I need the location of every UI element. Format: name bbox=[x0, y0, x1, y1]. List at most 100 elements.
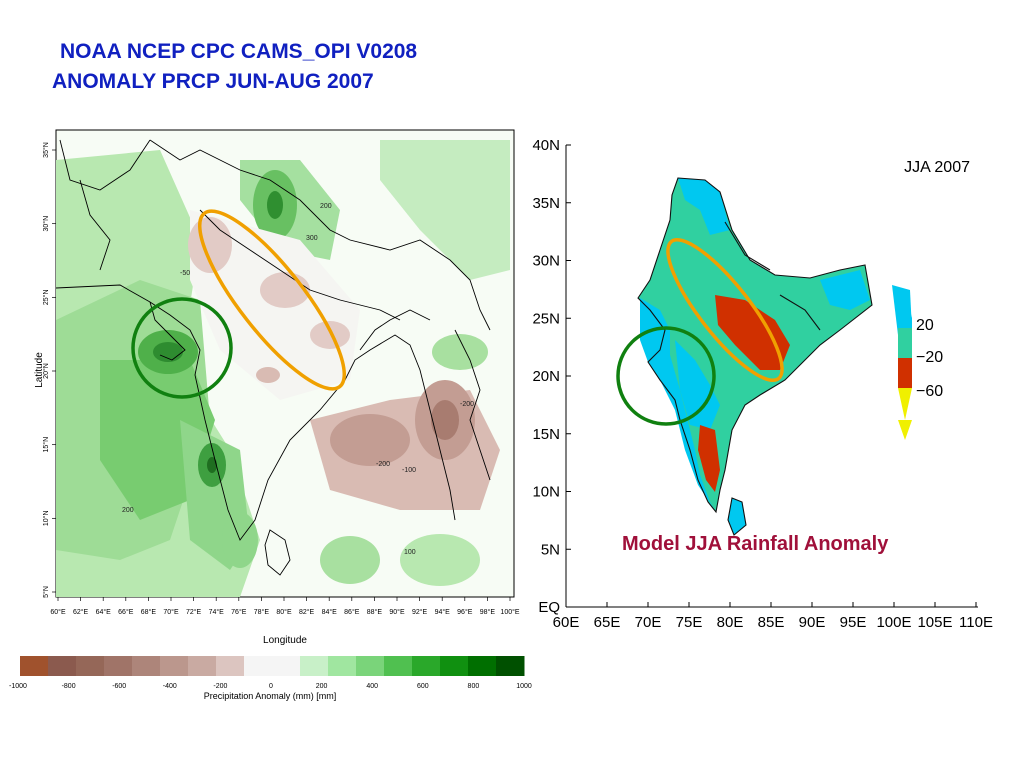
model-x-axis: 60E 65E 70E 75E 80E 85E 90E 95E 100E 105E 110E bbox=[553, 602, 993, 630]
x-tick-label: 72°E bbox=[186, 608, 202, 616]
colorbar-swatch bbox=[132, 656, 161, 676]
x-tick-label: 66°E bbox=[118, 608, 134, 616]
map-title-line-2: ANOMALY PRCP JUN-AUG 2007 bbox=[52, 70, 374, 93]
colorbar-tick-label: -1000 bbox=[9, 683, 27, 690]
x-tick-label: 70°E bbox=[163, 608, 179, 616]
x-tick-label: 78°E bbox=[254, 608, 270, 616]
legend-label-minus-60: −60 bbox=[916, 383, 943, 400]
colorbar-swatch bbox=[48, 656, 77, 676]
x-tick-label: 62°E bbox=[73, 608, 89, 616]
legend-top-tip bbox=[898, 290, 912, 318]
colorbar-tick-label: 600 bbox=[417, 683, 429, 690]
observed-anomaly-map: -50 200 300 200 -200 -100 -200 100 60°E 6… bbox=[34, 129, 520, 646]
y-tick-label: 5°N bbox=[42, 586, 50, 598]
y-tick-label: 25N bbox=[532, 310, 560, 327]
contour-labels: -50 200 300 200 -200 -100 -200 100 bbox=[122, 203, 474, 556]
colorbar-swatch bbox=[104, 656, 133, 676]
colorbar-swatch bbox=[384, 656, 413, 676]
orange-highlight-ellipse-model bbox=[666, 237, 784, 383]
colorbar-swatch bbox=[496, 656, 525, 676]
model-rainfall-caption: Model JJA Rainfall Anomaly bbox=[622, 533, 889, 555]
y-tick-label: 20N bbox=[532, 368, 560, 385]
colorbar-tick-label: -800 bbox=[62, 683, 76, 690]
y-tick-label: 35°N bbox=[42, 142, 50, 158]
colorbar-swatch bbox=[20, 656, 49, 676]
colorbar-tick-label: 200 bbox=[316, 683, 328, 690]
observed-y-axis: 5°N 10°N 15°N 20°N 25°N 30°N 35°N bbox=[42, 142, 56, 598]
legend-swatch-cyan bbox=[898, 318, 912, 328]
model-anomaly-map: 20 −20 −60 JJA 2007 60E 65E 70E 75E 80E 85E 90… bbox=[532, 137, 993, 630]
x-tick-label: 75E bbox=[676, 614, 703, 630]
colorbar-swatch bbox=[272, 656, 301, 676]
colorbar-swatch bbox=[412, 656, 441, 676]
x-tick-label: 96°E bbox=[457, 608, 473, 616]
colorbar-tick-label: -400 bbox=[163, 683, 177, 690]
y-tick-label: EQ bbox=[538, 599, 560, 616]
y-tick-label: 40N bbox=[532, 137, 560, 154]
orange-highlight-ellipse bbox=[197, 209, 347, 391]
y-tick-label: 20°N bbox=[42, 363, 50, 379]
observed-anomaly-fields bbox=[56, 140, 510, 597]
x-tick-label: 94°E bbox=[435, 608, 451, 616]
contour-label: 300 bbox=[306, 235, 318, 242]
x-tick-label: 90°E bbox=[389, 608, 405, 616]
legend-label-20: 20 bbox=[916, 317, 934, 334]
x-tick-label: 82°E bbox=[299, 608, 315, 616]
green-highlight-circle-model bbox=[616, 326, 716, 426]
observed-x-axis: 60°E 62°E 64°E 66°E 68°E 70°E 72°E 74°E 76°E 78°E… bbox=[50, 597, 520, 616]
x-tick-label: 68°E bbox=[141, 608, 157, 616]
legend-swatch-red bbox=[898, 358, 912, 388]
colorbar-tick-labels: -1000 -800 -600 -400 -200 0 200 400 600 800 1000 bbox=[9, 683, 532, 690]
y-tick-label: 10N bbox=[532, 484, 560, 501]
x-tick-label: 60E bbox=[553, 614, 580, 630]
colorbar-swatch bbox=[188, 656, 217, 676]
x-tick-label: 95E bbox=[840, 614, 867, 630]
colorbar-swatch bbox=[244, 656, 273, 676]
x-tick-label: 76°E bbox=[231, 608, 247, 616]
colorbar-swatch bbox=[160, 656, 189, 676]
colorbar-swatch bbox=[76, 656, 105, 676]
legend-label-minus-20: −20 bbox=[916, 349, 943, 366]
model-coastline bbox=[637, 177, 873, 536]
colorbar-tick-label: 800 bbox=[468, 683, 480, 690]
contour-label: -200 bbox=[460, 401, 474, 408]
colorbar-tick-label: 0 bbox=[269, 683, 273, 690]
x-tick-label: 80E bbox=[717, 614, 744, 630]
colorbar-swatch bbox=[440, 656, 469, 676]
colorbar-tick-label: -600 bbox=[112, 683, 126, 690]
y-tick-label: 5N bbox=[541, 541, 560, 558]
legend-yellow-tip-bottom bbox=[898, 388, 912, 420]
colorbar-label: Precipitation Anomaly (mm) [mm] bbox=[204, 691, 337, 701]
x-tick-label: 100°E bbox=[500, 608, 519, 616]
x-tick-label: 64°E bbox=[96, 608, 112, 616]
legend-swatch-teal bbox=[898, 328, 912, 358]
observed-y-axis-label: Latitude bbox=[34, 352, 45, 388]
contour-label: 200 bbox=[122, 507, 134, 514]
colorbar-swatch bbox=[356, 656, 385, 676]
observed-coastlines bbox=[55, 139, 491, 576]
colorbar-swatch bbox=[328, 656, 357, 676]
contour-label: -50 bbox=[180, 270, 190, 277]
x-tick-label: 85E bbox=[758, 614, 785, 630]
colorbar-swatches bbox=[20, 656, 525, 676]
legend-yellow-tip bbox=[898, 420, 912, 440]
x-tick-label: 65E bbox=[594, 614, 621, 630]
x-tick-label: 86°E bbox=[344, 608, 360, 616]
colorbar-tick-label: 400 bbox=[366, 683, 378, 690]
map-title-line-1: NOAA NCEP CPC CAMS_OPI V0208 bbox=[60, 40, 418, 63]
precipitation-colorbar: -1000 -800 -600 -400 -200 0 200 400 600 800 1000 P… bbox=[9, 656, 532, 701]
y-tick-label: 10°N bbox=[42, 511, 50, 527]
model-panel-label: JJA 2007 bbox=[904, 159, 970, 176]
green-highlight-circle bbox=[131, 297, 233, 399]
x-tick-label: 84°E bbox=[322, 608, 338, 616]
y-tick-label: 30°N bbox=[42, 216, 50, 232]
observed-x-axis-label: Longitude bbox=[263, 635, 307, 646]
y-tick-label: 15N bbox=[532, 426, 560, 443]
x-tick-label: 98°E bbox=[480, 608, 496, 616]
x-tick-label: 70E bbox=[635, 614, 662, 630]
x-tick-label: 80°E bbox=[276, 608, 292, 616]
x-tick-label: 74°E bbox=[209, 608, 225, 616]
x-tick-label: 60°E bbox=[50, 608, 66, 616]
y-tick-label: 15°N bbox=[42, 437, 50, 453]
x-tick-label: 92°E bbox=[412, 608, 428, 616]
